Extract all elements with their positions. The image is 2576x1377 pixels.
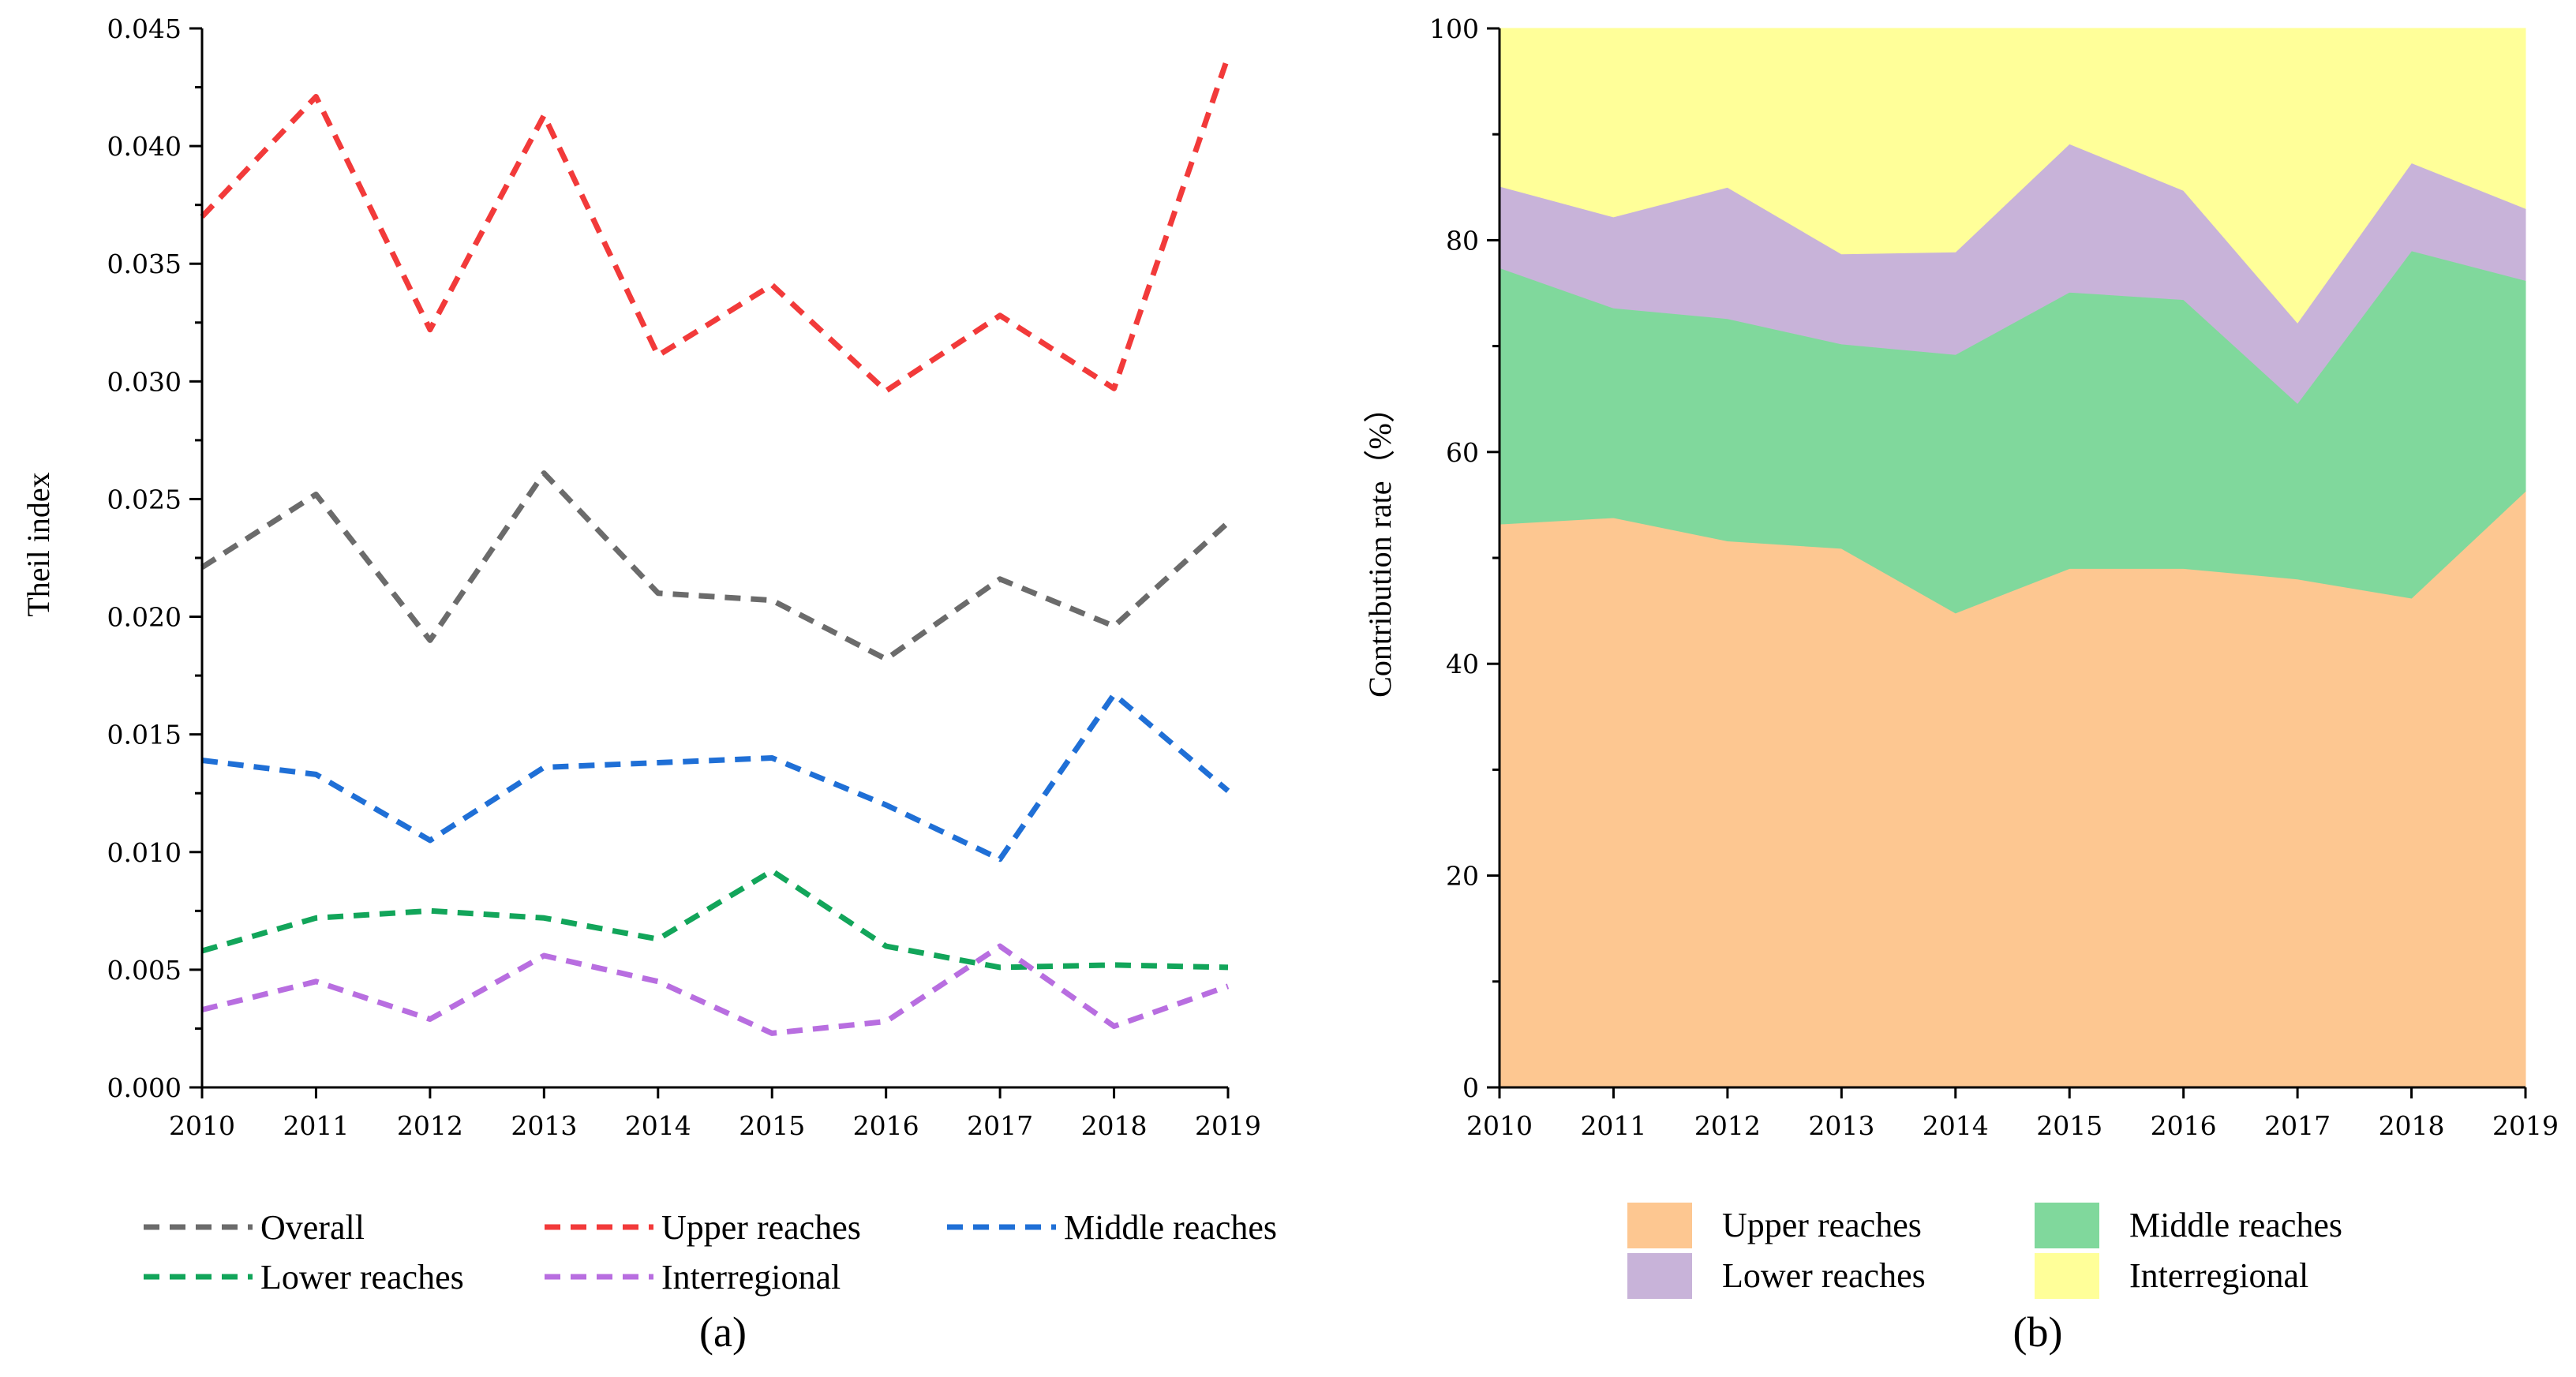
x-tick-label-b: 2013: [1808, 1110, 1874, 1141]
y-tick-label-b: 100: [1429, 13, 1479, 44]
y-tick-label-b: 20: [1446, 861, 1479, 892]
y-tick-label-a: 0.035: [107, 249, 182, 279]
legend-swatch-b: [1627, 1253, 1692, 1299]
y-ticks-b: 0 20 40 60 80 100: [1429, 13, 1500, 1103]
x-tick-label-a: 2019: [1195, 1110, 1261, 1141]
legend-a: Overall Upper reaches Middle reaches Lower …: [144, 1208, 1277, 1297]
y-tick-label-a: 0.005: [107, 955, 182, 986]
legend-swatch-b: [2035, 1253, 2099, 1299]
x-tick-label-b: 2017: [2264, 1110, 2331, 1141]
legend-label-b: Lower reaches: [1722, 1256, 1926, 1295]
x-tick-label-a: 2011: [283, 1110, 349, 1141]
x-tick-label-b: 2014: [1923, 1110, 1989, 1141]
y-tick-label-a: 0.040: [107, 131, 182, 162]
legend-label-a: Overall: [260, 1208, 365, 1247]
axes-a: [200, 28, 1228, 1089]
x-tick-label-a: 2018: [1081, 1110, 1148, 1141]
line-lower-reaches: [201, 868, 1229, 971]
x-tick-label-a: 2017: [967, 1110, 1033, 1141]
caption-b: (b): [2013, 1308, 2063, 1356]
line-interregional: [201, 943, 1230, 1036]
y-tick-label-b: 80: [1446, 225, 1479, 256]
area-series-group: [1499, 28, 2526, 1088]
y-tick-label-a: 0.030: [107, 366, 182, 397]
y-tick-label-a: 0.025: [107, 484, 182, 515]
x-tick-label-a: 2015: [739, 1110, 805, 1141]
legend-label-a: Middle reaches: [1064, 1208, 1277, 1247]
x-tick-label-b: 2016: [2151, 1110, 2217, 1141]
x-tick-label-b: 2018: [2379, 1110, 2445, 1141]
legend-label-b: Interregional: [2129, 1256, 2308, 1295]
legend-label-b: Middle reaches: [2129, 1206, 2342, 1244]
legend-swatch-b: [2035, 1203, 2099, 1248]
line-series-group: [200, 55, 1231, 1036]
area-interregional: [1499, 28, 2526, 324]
x-tick-label-b: 2011: [1580, 1110, 1646, 1141]
x-tick-label-b: 2010: [1466, 1110, 1533, 1141]
line-overall: [200, 470, 1230, 662]
y-tick-label-a: 0.010: [107, 837, 182, 868]
legend-label-b: Upper reaches: [1722, 1206, 1922, 1244]
legend-label-a: Upper reaches: [661, 1208, 861, 1247]
y-ticks-a: 0.000 0.005 0.010 0.015 0.020 0.025 0.030 0.035…: [107, 13, 202, 1103]
y-tick-label-a: 0.045: [107, 13, 182, 44]
y-tick-label-a: 0.020: [107, 602, 182, 633]
y-tick-label-a: 0.000: [107, 1072, 182, 1103]
y-tick-label-a: 0.015: [107, 720, 182, 750]
legend-label-a: Interregional: [661, 1258, 841, 1297]
caption-a: (a): [699, 1308, 747, 1356]
x-tick-label-b: 2015: [2036, 1110, 2102, 1141]
y-tick-label-b: 40: [1446, 649, 1479, 679]
x-ticks-a: 2010 2011 2012 2013 2014 2015 2016 2017 2018 2019: [169, 1087, 1261, 1141]
y-tick-label-b: 0: [1462, 1072, 1479, 1103]
x-tick-label-a: 2012: [397, 1110, 463, 1141]
line-upper-reaches: [200, 55, 1231, 394]
x-tick-label-a: 2016: [853, 1110, 919, 1141]
y-axis-title-a: Theil index: [21, 472, 56, 616]
x-tick-label-a: 2010: [169, 1110, 235, 1141]
y-axis-title-b: Contribution rate（%）: [1362, 391, 1398, 698]
x-tick-label-a: 2013: [511, 1110, 577, 1141]
x-tick-label-a: 2014: [625, 1110, 691, 1141]
x-tick-label-b: 2012: [1694, 1110, 1761, 1141]
legend-b: Upper reaches Middle reaches Lower reaches…: [1627, 1203, 2342, 1299]
legend-label-a: Lower reaches: [260, 1258, 464, 1297]
panel-a-line-chart: 0.000 0.005 0.010 0.015 0.020 0.025 0.030 0.035…: [21, 13, 1277, 1356]
y-tick-label-b: 60: [1446, 437, 1479, 468]
line-middle-reaches: [201, 691, 1230, 862]
legend-swatch-b: [1627, 1203, 1692, 1248]
x-tick-label-b: 2019: [2492, 1110, 2559, 1141]
x-ticks-b: 2010 2011 2012 2013 2014 2015 2016 2017 2018 2019: [1466, 1087, 2559, 1141]
